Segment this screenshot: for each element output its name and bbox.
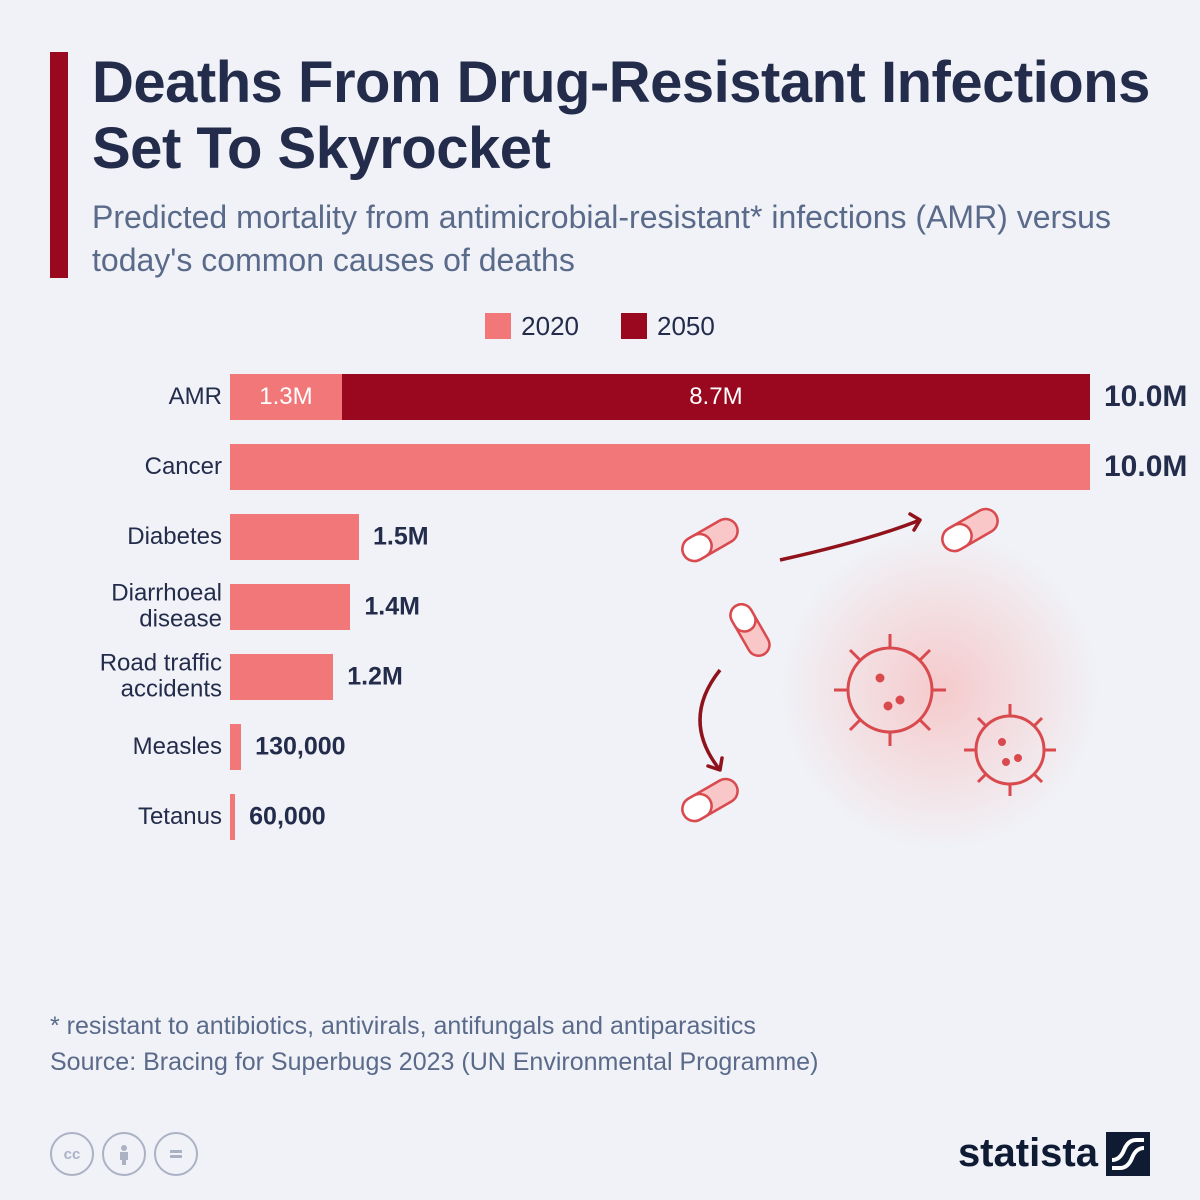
bar-value-label: 1.2M xyxy=(347,662,403,691)
row-label: Tetanus xyxy=(50,803,222,829)
bar-segment: 8.7M xyxy=(342,374,1090,420)
no-derivatives-icon xyxy=(154,1132,198,1176)
bar-value-label: 60,000 xyxy=(249,802,325,831)
row-label: Road traffic accidents xyxy=(50,650,222,703)
bar-segment xyxy=(230,724,241,770)
legend-label-2050: 2050 xyxy=(657,311,715,342)
bar-track: 10.0M xyxy=(230,444,1090,490)
legend-item-2050: 2050 xyxy=(621,311,715,342)
bar-total-label: 10.0M xyxy=(1104,380,1187,414)
cc-icon: cc xyxy=(50,1132,94,1176)
legend-swatch-2050 xyxy=(621,313,647,339)
bar-segment xyxy=(230,584,350,630)
virus-illustration xyxy=(600,490,1120,850)
attribution-icon xyxy=(102,1132,146,1176)
statista-logo: statista xyxy=(958,1131,1150,1176)
chart-row: AMR1.3M8.7M10.0M xyxy=(230,366,1090,428)
bar-segment xyxy=(230,444,1090,490)
chart-subtitle: Predicted mortality from antimicrobial-r… xyxy=(92,196,1150,282)
heading-group: Deaths From Drug-Resistant Infections Se… xyxy=(92,50,1150,283)
cc-license-icons: cc xyxy=(50,1132,198,1176)
bar-segment xyxy=(230,794,235,840)
bar-segment xyxy=(230,514,359,560)
bar-value-label: 130,000 xyxy=(255,732,345,761)
footnote-line-2: Source: Bracing for Superbugs 2023 (UN E… xyxy=(50,1044,1150,1080)
legend-label-2020: 2020 xyxy=(521,311,579,342)
chart-title: Deaths From Drug-Resistant Infections Se… xyxy=(92,50,1150,182)
row-label: Cancer xyxy=(50,453,222,479)
row-label: AMR xyxy=(50,383,222,409)
footnote: * resistant to antibiotics, antivirals, … xyxy=(50,1008,1150,1081)
header-block: Deaths From Drug-Resistant Infections Se… xyxy=(50,50,1150,283)
statista-logo-icon xyxy=(1106,1132,1150,1176)
bar-value-label: 1.5M xyxy=(373,522,429,551)
bar-total-label: 10.0M xyxy=(1104,450,1187,484)
bar-segment: 1.3M xyxy=(230,374,342,420)
bar-track: 1.3M8.7M10.0M xyxy=(230,374,1090,420)
footnote-line-1: * resistant to antibiotics, antivirals, … xyxy=(50,1008,1150,1044)
footer: cc statista xyxy=(50,1131,1150,1176)
row-label: Measles xyxy=(50,733,222,759)
infographic-container: Deaths From Drug-Resistant Infections Se… xyxy=(0,0,1200,1200)
logo-text: statista xyxy=(958,1131,1098,1176)
accent-bar xyxy=(50,50,68,283)
chart-row: Cancer10.0M xyxy=(230,436,1090,498)
bar-value-label: 1.4M xyxy=(364,592,420,621)
legend-item-2020: 2020 xyxy=(485,311,579,342)
row-label: Diarrhoeal disease xyxy=(50,580,222,633)
legend: 2020 2050 xyxy=(50,311,1150,342)
svg-text:cc: cc xyxy=(64,1146,81,1163)
legend-swatch-2020 xyxy=(485,313,511,339)
row-label: Diabetes xyxy=(50,523,222,549)
bar-segment xyxy=(230,654,333,700)
